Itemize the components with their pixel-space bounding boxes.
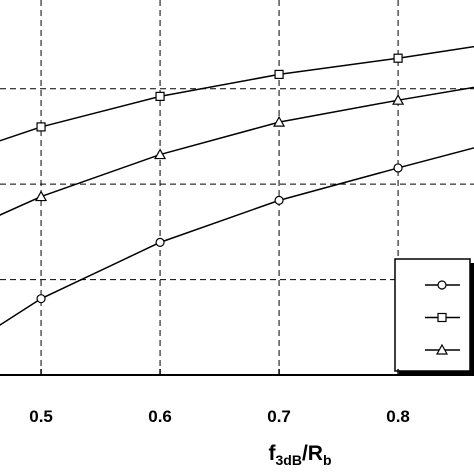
x-label-sub: b — [323, 452, 332, 468]
legend-marker — [435, 343, 449, 355]
marker — [155, 91, 165, 101]
x-tick-label: 0.7 — [267, 407, 291, 426]
marker — [393, 163, 403, 173]
x-tick-label: 0.6 — [148, 407, 172, 426]
series-line — [0, 147, 474, 326]
marker — [36, 294, 46, 304]
marker — [35, 190, 48, 202]
legend-marker — [437, 280, 447, 290]
legend-marker — [437, 312, 447, 323]
marker — [273, 115, 286, 127]
legend-box — [394, 258, 471, 372]
marker — [274, 69, 284, 80]
legend — [394, 258, 474, 375]
x-tick-label: 0.8 — [386, 407, 410, 426]
x-axis-label: f3dB/Rb — [268, 442, 331, 468]
plot-area — [0, 45, 474, 326]
marker — [392, 93, 405, 105]
marker — [274, 195, 284, 205]
series-line — [0, 86, 474, 216]
marker — [36, 122, 46, 132]
series-line — [0, 45, 474, 142]
x-tick-label: 0.5 — [29, 407, 53, 426]
marker — [154, 148, 167, 160]
x-label-sub: 3dB — [275, 452, 301, 468]
x-label-part: f — [268, 442, 276, 465]
marker — [155, 237, 165, 247]
x-label-part: /R — [302, 442, 323, 465]
marker — [393, 53, 403, 63]
